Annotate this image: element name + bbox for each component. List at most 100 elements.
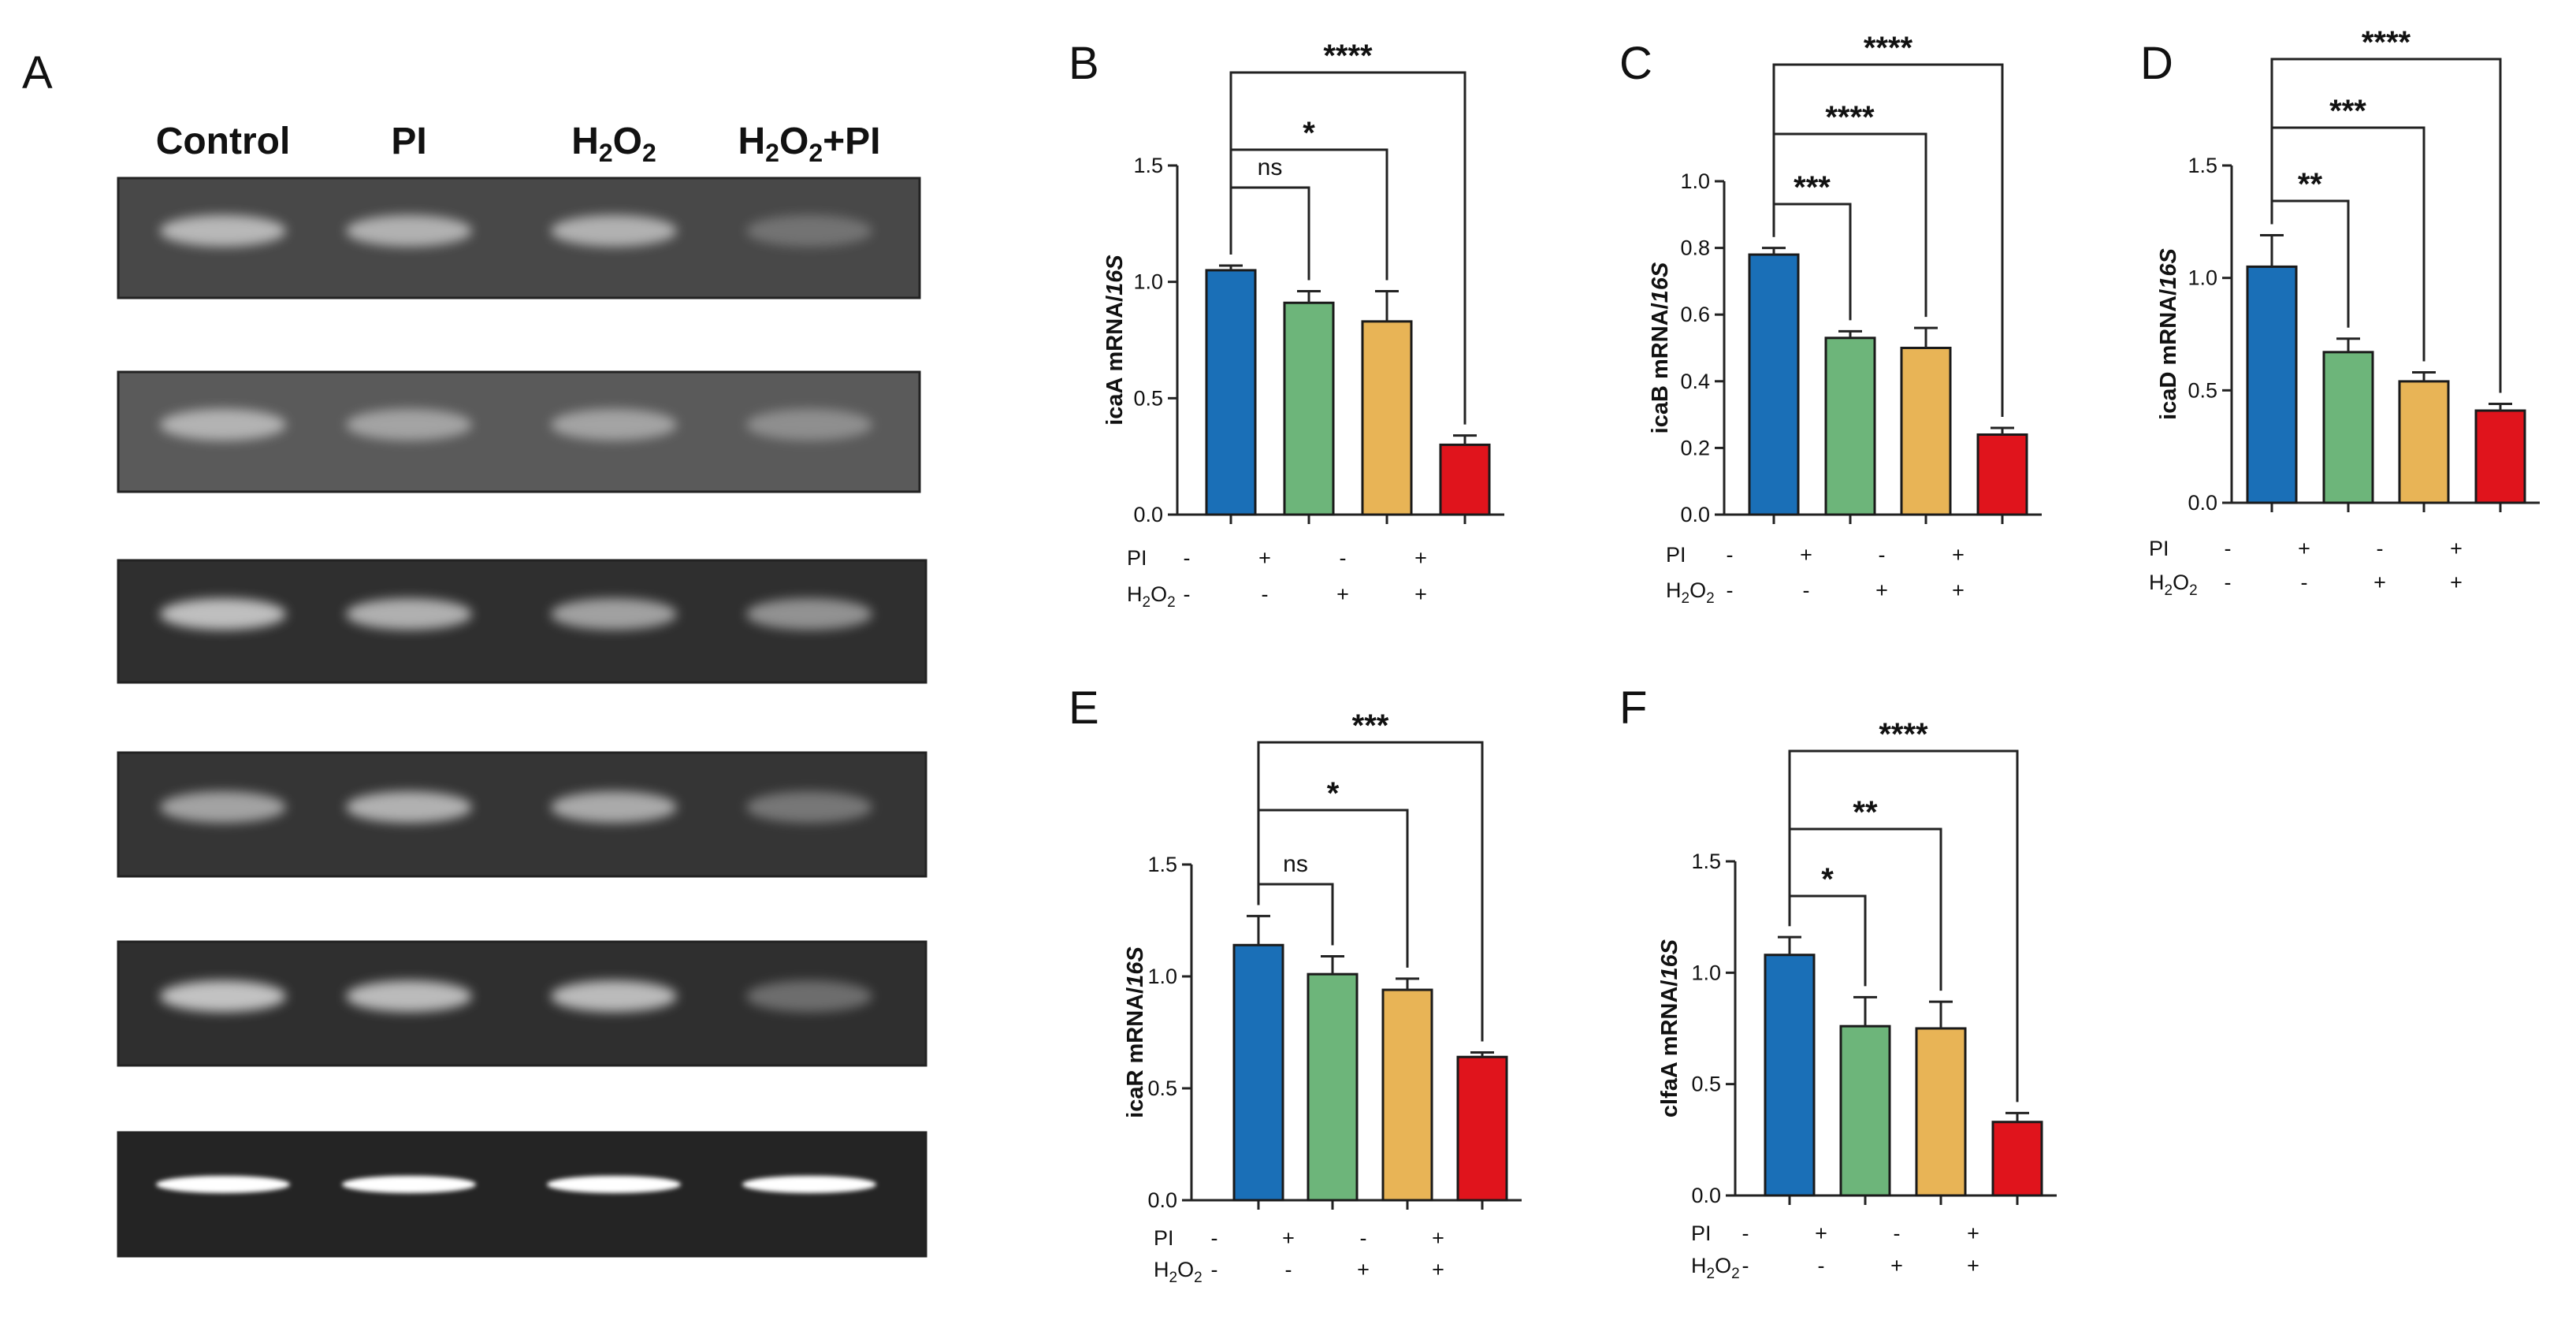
gel-band (746, 408, 872, 441)
significance-label: **** (1323, 39, 1373, 73)
condition-label-h2o2: H2O2 (1666, 578, 1715, 607)
y-tick-label: 0.0 (1133, 503, 1163, 526)
bar (1764, 954, 1816, 1197)
y-tick-label: 1.0 (2188, 266, 2217, 290)
y-tick-label: 1.5 (2188, 154, 2217, 177)
significance-bracket (1229, 71, 1466, 425)
bar (1381, 988, 1433, 1202)
significance-label: * (1303, 116, 1315, 151)
gel-band (746, 791, 872, 824)
bar (1976, 433, 2028, 516)
significance-label: *** (1794, 170, 1831, 205)
condition-pi-sign: - (1340, 546, 1347, 570)
gel-row-5 (117, 940, 927, 1067)
panel-letter: D (2140, 38, 2173, 89)
condition-label-pi: PI (1666, 543, 1686, 567)
y-tick-label: 0.0 (1691, 1184, 1721, 1207)
condition-h2o2-sign: + (1967, 1254, 1979, 1277)
condition-h2o2-sign: + (1357, 1258, 1370, 1281)
y-tick-label: 1.5 (1691, 850, 1721, 873)
bar (2474, 409, 2526, 504)
condition-h2o2-sign: + (2450, 571, 2463, 594)
significance-bracket (1788, 749, 2019, 1102)
condition-pi-sign: + (1258, 546, 1271, 570)
condition-h2o2-sign: - (1742, 1254, 1749, 1277)
condition-label-pi: PI (1154, 1226, 1174, 1250)
y-tick-label: 1.0 (1147, 965, 1177, 988)
significance-label: * (1821, 862, 1834, 897)
condition-label-pi: PI (2149, 537, 2169, 560)
y-tick-label: 1.5 (1147, 853, 1177, 876)
gel-row-4 (117, 751, 927, 878)
significance-bracket (1772, 63, 2004, 418)
gel-band (342, 1175, 476, 1193)
condition-h2o2-sign: - (2301, 571, 2308, 594)
condition-pi-sign: + (1800, 543, 1812, 567)
significance-label: ** (1853, 795, 1878, 830)
condition-pi-sign: - (1894, 1221, 1901, 1245)
y-tick-label: 0.5 (1147, 1076, 1177, 1100)
bar (1307, 972, 1359, 1202)
y-tick-label: 0.5 (1691, 1073, 1721, 1096)
gel-band (346, 980, 472, 1013)
bar (2246, 265, 2298, 504)
y-tick-label: 0.6 (1680, 303, 1710, 326)
condition-pi-sign: + (1952, 543, 1965, 567)
gel-band (551, 980, 677, 1013)
panel-letter-a: A (22, 47, 53, 99)
y-tick-label: 0.0 (1147, 1188, 1177, 1212)
lane-label-2: H2O2 (571, 121, 656, 167)
significance-label: **** (1879, 717, 1928, 752)
y-tick-label: 0.5 (1133, 386, 1163, 410)
y-axis-label: clfaA mRNA/16S (1657, 939, 1682, 1117)
condition-pi-sign: - (1727, 543, 1734, 567)
y-axis-label: icaB mRNA/16S (1648, 262, 1673, 433)
bar (2322, 351, 2374, 504)
gel-strip (117, 1131, 927, 1258)
bar (1991, 1121, 2043, 1197)
panel-a: A Control PI H2O2 H2O2+PI (22, 47, 927, 1258)
gel-band (156, 1175, 290, 1193)
condition-label-h2o2: H2O2 (1691, 1254, 1740, 1282)
gel-band (746, 980, 872, 1013)
condition-pi-sign: - (2377, 537, 2384, 560)
bar (1900, 347, 1952, 516)
condition-pi-sign: + (1432, 1226, 1444, 1250)
significance-bracket (1257, 741, 1484, 1042)
y-tick-label: 0.0 (2188, 491, 2217, 515)
y-tick-label: 1.5 (1133, 154, 1163, 177)
panel-letter: C (1619, 38, 1652, 89)
gel-band (160, 598, 286, 630)
condition-pi-sign: - (1742, 1221, 1749, 1245)
y-axis-label: icaD mRNA/16S (2156, 248, 2181, 420)
bar (2398, 380, 2450, 504)
condition-pi-sign: + (1967, 1221, 1979, 1245)
condition-pi-sign: + (2450, 537, 2463, 560)
bar (1824, 337, 1876, 516)
condition-pi-sign: - (2225, 537, 2232, 560)
significance-bracket (1257, 883, 1334, 946)
condition-h2o2-sign: + (1952, 578, 1965, 602)
condition-label-h2o2: H2O2 (1154, 1258, 1203, 1286)
gel-band (346, 408, 472, 441)
lane-label-1: PI (391, 121, 426, 162)
y-tick-label: 0.2 (1680, 436, 1710, 459)
significance-label: ns (1283, 851, 1308, 877)
bar (1205, 269, 1257, 516)
y-tick-label: 0.0 (1680, 503, 1710, 526)
gel-band (160, 980, 286, 1013)
gel-band (346, 791, 472, 824)
bar (1839, 1024, 1891, 1197)
gel-band (160, 408, 286, 441)
condition-h2o2-sign: - (1727, 578, 1734, 602)
condition-h2o2-sign: + (2373, 571, 2386, 594)
condition-h2o2-sign: - (1211, 1258, 1218, 1281)
condition-h2o2-sign: - (1818, 1254, 1825, 1277)
condition-pi-sign: - (1211, 1226, 1218, 1250)
condition-pi-sign: + (1414, 546, 1427, 570)
panel-letter: B (1069, 38, 1099, 89)
condition-label-h2o2: H2O2 (2149, 571, 2198, 599)
bar (1456, 1055, 1508, 1202)
significance-label: **** (2362, 25, 2411, 60)
